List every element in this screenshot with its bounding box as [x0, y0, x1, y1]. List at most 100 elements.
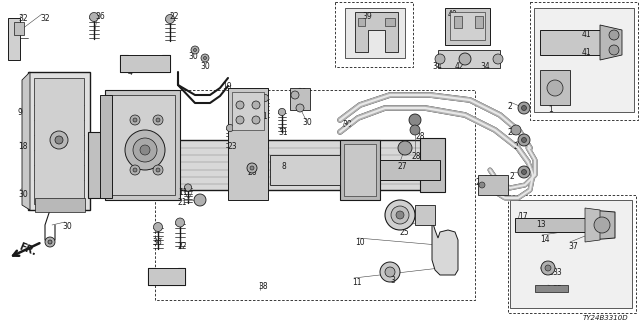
- Polygon shape: [345, 8, 405, 58]
- Circle shape: [522, 170, 527, 174]
- Circle shape: [153, 165, 163, 175]
- Text: 30: 30: [200, 62, 210, 71]
- Circle shape: [193, 49, 196, 52]
- Circle shape: [130, 165, 140, 175]
- Circle shape: [391, 206, 409, 224]
- Text: 19: 19: [222, 82, 232, 91]
- Circle shape: [252, 116, 260, 124]
- Polygon shape: [232, 92, 264, 130]
- Polygon shape: [95, 140, 430, 190]
- Circle shape: [236, 101, 244, 109]
- Circle shape: [291, 91, 299, 99]
- Text: 17: 17: [518, 212, 527, 221]
- Text: 26: 26: [248, 168, 258, 177]
- Text: 25: 25: [400, 228, 410, 237]
- Circle shape: [133, 118, 137, 122]
- Polygon shape: [385, 18, 395, 26]
- Text: 38: 38: [258, 282, 268, 291]
- Polygon shape: [432, 220, 458, 275]
- Circle shape: [261, 94, 269, 101]
- Circle shape: [493, 54, 503, 64]
- Text: 2: 2: [510, 172, 515, 181]
- Polygon shape: [540, 30, 600, 55]
- Text: 37: 37: [568, 242, 578, 251]
- Circle shape: [396, 211, 404, 219]
- Text: 16: 16: [388, 210, 397, 219]
- Text: 11: 11: [178, 188, 188, 197]
- Text: 12: 12: [352, 172, 362, 181]
- Text: 24: 24: [476, 178, 486, 187]
- Polygon shape: [415, 205, 435, 225]
- Text: 42: 42: [455, 62, 465, 71]
- Circle shape: [90, 12, 99, 21]
- Text: 34: 34: [432, 62, 442, 71]
- Circle shape: [227, 124, 234, 132]
- Text: 4: 4: [128, 68, 133, 77]
- Circle shape: [140, 145, 150, 155]
- Polygon shape: [600, 25, 622, 60]
- Polygon shape: [478, 175, 508, 195]
- Text: 22: 22: [170, 12, 179, 21]
- Text: 18: 18: [18, 142, 28, 151]
- Polygon shape: [438, 50, 500, 68]
- Circle shape: [609, 45, 619, 55]
- Circle shape: [250, 166, 254, 170]
- Circle shape: [247, 163, 257, 173]
- Circle shape: [380, 262, 400, 282]
- Text: 13: 13: [536, 220, 546, 229]
- Circle shape: [609, 30, 619, 40]
- Text: 32: 32: [40, 14, 50, 23]
- Polygon shape: [8, 18, 20, 60]
- Circle shape: [522, 138, 527, 142]
- Circle shape: [518, 134, 530, 146]
- Circle shape: [518, 102, 530, 114]
- Polygon shape: [105, 90, 180, 200]
- Circle shape: [154, 222, 163, 231]
- Circle shape: [435, 54, 445, 64]
- Circle shape: [511, 125, 521, 135]
- Text: 11: 11: [352, 278, 362, 287]
- Text: 30: 30: [342, 120, 352, 129]
- Polygon shape: [148, 268, 185, 285]
- Circle shape: [204, 57, 207, 60]
- Circle shape: [125, 130, 165, 170]
- Text: 21: 21: [178, 198, 188, 207]
- Circle shape: [398, 141, 412, 155]
- Polygon shape: [290, 88, 310, 110]
- Text: 30: 30: [302, 118, 312, 127]
- Text: 1: 1: [548, 105, 553, 114]
- Text: 31: 31: [278, 128, 287, 137]
- Polygon shape: [445, 8, 490, 45]
- Text: 20: 20: [298, 88, 308, 97]
- Text: 30: 30: [62, 222, 72, 231]
- Text: 41: 41: [582, 30, 591, 39]
- Circle shape: [175, 218, 184, 227]
- Polygon shape: [475, 16, 483, 28]
- Polygon shape: [420, 138, 445, 192]
- Circle shape: [48, 240, 52, 244]
- Circle shape: [410, 125, 420, 135]
- Polygon shape: [355, 12, 398, 52]
- Polygon shape: [28, 72, 90, 210]
- Polygon shape: [270, 155, 340, 185]
- Text: 32: 32: [18, 14, 28, 23]
- Circle shape: [541, 261, 555, 275]
- Circle shape: [130, 115, 140, 125]
- Polygon shape: [534, 8, 634, 112]
- Text: 41: 41: [582, 48, 591, 57]
- Text: 2: 2: [508, 102, 513, 111]
- Circle shape: [594, 217, 610, 233]
- Text: 39: 39: [362, 12, 372, 21]
- Text: 31: 31: [258, 112, 268, 121]
- Polygon shape: [358, 18, 365, 26]
- Polygon shape: [585, 208, 600, 242]
- Text: FR.: FR.: [17, 242, 38, 258]
- Text: 28: 28: [412, 152, 422, 161]
- Circle shape: [194, 194, 206, 206]
- Circle shape: [545, 265, 551, 271]
- Polygon shape: [110, 95, 175, 195]
- Text: 36: 36: [152, 238, 162, 247]
- Circle shape: [547, 80, 563, 96]
- Text: 28: 28: [415, 132, 424, 141]
- Text: 4: 4: [158, 272, 163, 281]
